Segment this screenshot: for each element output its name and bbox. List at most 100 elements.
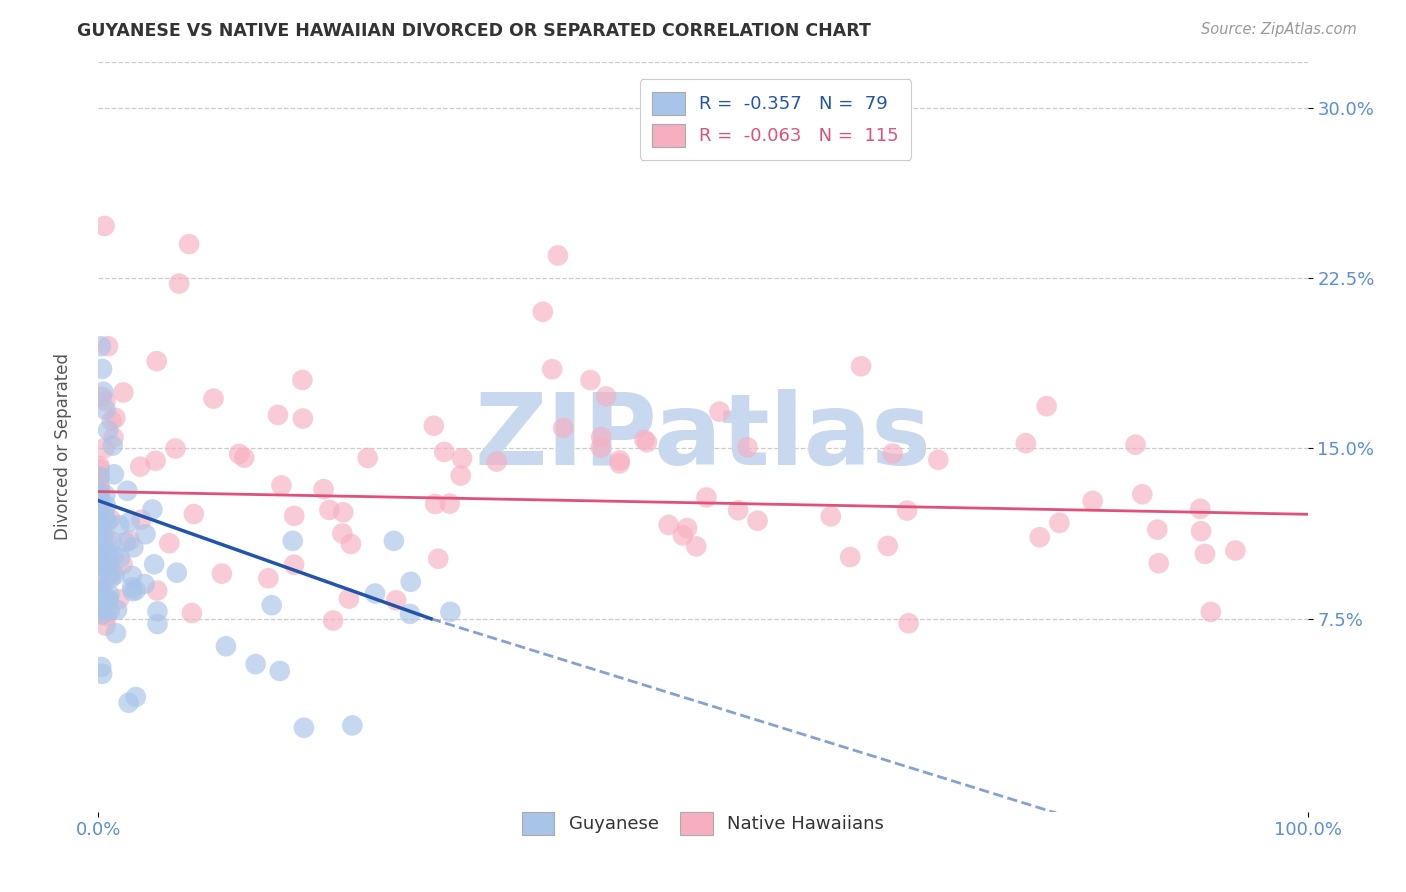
Point [103,467,125,482]
Point [179,237,201,252]
Point [737,441,759,455]
Point [89,492,111,507]
Point [89,500,111,514]
Point [433,445,456,459]
Point [93,219,115,233]
Point [1081,494,1104,508]
Point [312,482,335,496]
Point [676,521,699,535]
Point [121,580,143,594]
Point [121,584,143,599]
Point [91,516,114,530]
Point [89,554,111,568]
Point [1047,516,1070,530]
Point [633,433,655,447]
Point [896,503,918,517]
Point [101,439,124,453]
Point [103,431,125,445]
Point [98,566,121,580]
Point [233,450,256,465]
Point [89,485,111,500]
Point [427,551,450,566]
Point [89,551,111,566]
Point [202,392,225,406]
Point [337,591,360,606]
Point [927,452,949,467]
Point [89,469,111,483]
Point [94,402,117,417]
Point [108,518,131,533]
Text: GUYANESE VS NATIVE HAWAIIAN DIVORCED OR SEPARATED CORRELATION CHART: GUYANESE VS NATIVE HAWAIIAN DIVORCED OR … [77,22,872,40]
Point [609,453,631,467]
Point [94,618,117,632]
Point [291,411,314,425]
Point [94,394,117,409]
Point [122,541,145,555]
Point [94,488,117,502]
Point [672,528,695,542]
Point [342,718,364,732]
Point [90,660,112,674]
Point [145,454,167,468]
Point [89,552,111,566]
Point [93,442,115,456]
Point [245,657,267,672]
Point [839,549,862,564]
Point [882,446,904,460]
Point [89,552,111,566]
Point [89,583,111,598]
Point [97,547,120,561]
Point [125,690,148,704]
Point [118,696,141,710]
Point [98,588,121,602]
Point [167,277,190,291]
Point [90,599,112,614]
Text: Divorced or Separated: Divorced or Separated [55,352,72,540]
Point [1189,501,1212,516]
Point [112,385,135,400]
Point [143,558,166,572]
Point [97,557,120,571]
Point [685,540,707,554]
Point [91,556,114,570]
Point [104,626,127,640]
Point [103,549,125,563]
Point [91,517,114,532]
Point [636,435,658,450]
Point [1130,487,1153,501]
Point [399,574,422,589]
Point [91,390,114,404]
Point [94,592,117,607]
Point [89,549,111,564]
Point [89,471,111,485]
Text: ZIPatlas: ZIPatlas [475,389,931,485]
Point [97,339,120,353]
Point [118,515,141,529]
Point [385,593,408,607]
Point [183,507,205,521]
Point [450,468,472,483]
Point [104,410,127,425]
Point [1028,530,1050,544]
Point [101,566,124,580]
Point [322,614,344,628]
Point [425,497,447,511]
Point [134,527,156,541]
Point [89,531,111,545]
Point [330,526,353,541]
Point [281,533,304,548]
Point [157,536,180,550]
Point [695,491,717,505]
Point [1147,556,1170,570]
Point [776,101,799,115]
Point [93,508,115,522]
Point [1194,547,1216,561]
Point [91,384,114,399]
Point [89,479,111,493]
Point [589,441,612,455]
Point [91,584,114,599]
Point [257,571,280,585]
Point [96,609,118,624]
Point [283,558,305,572]
Point [897,616,920,631]
